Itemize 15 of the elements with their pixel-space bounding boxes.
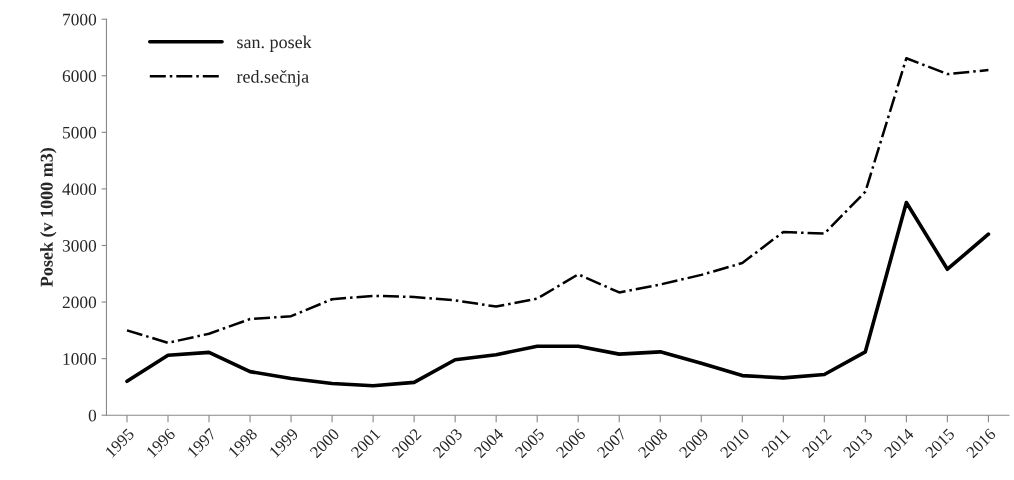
y-tick-label: 4000 — [62, 183, 97, 196]
y-tick-label: 0 — [88, 409, 97, 422]
y-tick-label: 2000 — [62, 296, 97, 309]
legend-label: red.sečnja — [236, 70, 309, 87]
y-tick-label: 5000 — [63, 126, 97, 139]
y-tick-label: 3000 — [62, 239, 97, 252]
line-series — [125, 200, 991, 388]
y-axis-title: Posek (v 1000 m3) — [40, 148, 57, 287]
x-tick-label: 2011 — [761, 428, 791, 458]
y-tick-label: 1000 — [63, 353, 97, 365]
y-tick-label: 6000 — [62, 70, 97, 82]
x-tick-label: 2001 — [350, 428, 381, 459]
y-tick-label: 7000 — [63, 13, 97, 26]
legend-label: san. posek — [237, 35, 312, 52]
line-series — [125, 56, 990, 345]
